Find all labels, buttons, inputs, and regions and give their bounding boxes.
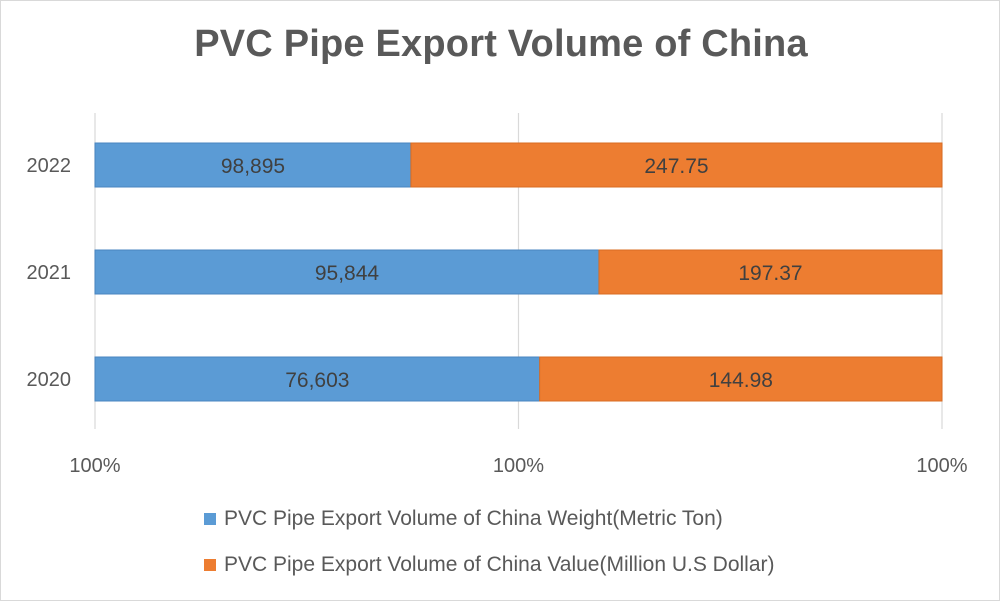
bar-weight-2021 xyxy=(94,249,600,295)
y-tick-label-2020: 2020 xyxy=(27,369,72,391)
legend-swatch-value xyxy=(204,559,216,571)
bar-value-2020 xyxy=(539,356,943,402)
data-label-weight-2022: 98,895 xyxy=(221,155,285,178)
data-label-value-2022: 247.75 xyxy=(644,155,708,178)
legend-swatch-weight xyxy=(204,513,216,525)
legend-label-value: PVC Pipe Export Volume of China Value(Mi… xyxy=(224,553,775,576)
bar-weight-2020 xyxy=(94,356,541,402)
x-tick-label-1: 100% xyxy=(493,455,544,477)
bar-value-2021 xyxy=(598,249,943,295)
data-label-value-2021: 197.37 xyxy=(738,262,802,285)
legend-item-value: PVC Pipe Export Volume of China Value(Mi… xyxy=(204,553,775,577)
legend-label-weight: PVC Pipe Export Volume of China Weight(M… xyxy=(224,507,723,530)
data-label-weight-2021: 95,844 xyxy=(315,262,380,285)
y-tick-label-2022: 2022 xyxy=(27,155,72,177)
chart-title: PVC Pipe Export Volume of China xyxy=(194,23,808,65)
bar-weight-2022 xyxy=(94,142,412,188)
bar-value-2022 xyxy=(410,142,943,188)
data-label-weight-2020: 76,603 xyxy=(285,369,349,392)
x-tick-label-2: 100% xyxy=(916,455,967,477)
legend-item-weight: PVC Pipe Export Volume of China Weight(M… xyxy=(204,507,723,531)
data-label-value-2020: 144.98 xyxy=(709,369,773,392)
x-tick-label-0: 100% xyxy=(69,455,120,477)
y-tick-label-2021: 2021 xyxy=(27,262,72,284)
